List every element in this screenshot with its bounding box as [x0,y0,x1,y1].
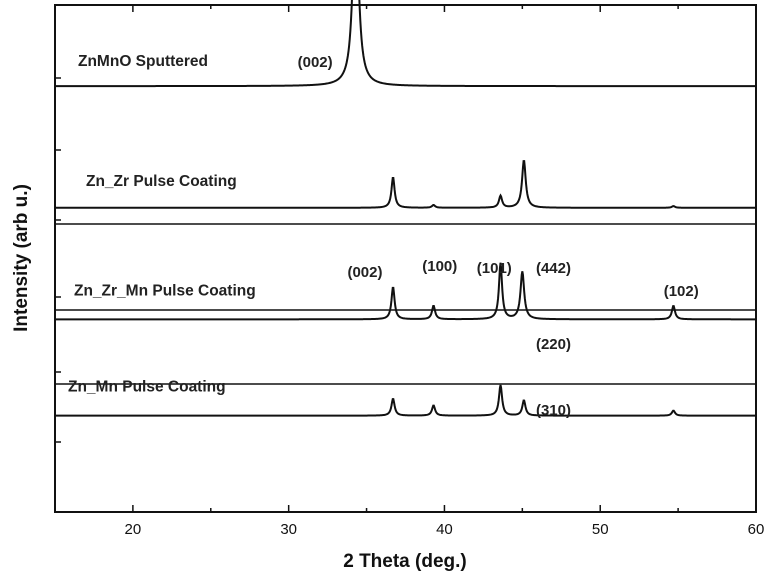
y-axis-title: Intensity (arb u.) [11,184,32,332]
peak-annotation: (002) [298,54,333,71]
peak-annotation: (442) [536,260,571,277]
series-label: Zn_Zr Pulse Coating [86,173,237,190]
x-tick-label: 50 [592,521,609,538]
series-label: Zn_Zr_Mn Pulse Coating [74,282,256,299]
x-tick-label: 20 [125,521,142,538]
peak-annotation: (002) [347,264,382,281]
x-tick-label: 40 [436,521,453,538]
series-labels: ZnMnO Sputtered Zn_Zr Pulse Coating Zn_Zr_… [68,53,256,396]
x-tick-label: 30 [280,521,297,538]
plot-frame [54,4,757,513]
series-separators [55,223,756,385]
series-label: Zn_Mn Pulse Coating [68,379,226,396]
series-line [55,262,756,321]
peak-annotation: (310) [536,402,571,419]
series-group [55,0,756,417]
peak-annotation: (220) [536,336,571,353]
peak-annotation: (102) [664,283,699,300]
peak-annotations: (002) (002) (100) (101) (442) (102) (220) (310) [298,54,699,419]
series-line [55,0,756,88]
x-tick-label: 60 [748,521,765,538]
axis-ticks [54,5,757,512]
series-line [55,160,756,209]
x-tick-labels: 20 30 40 50 60 [125,521,765,538]
x-axis-title: 2 Theta (deg.) [343,551,467,572]
peak-annotation: (101) [477,260,512,277]
peak-annotation: (100) [422,258,457,275]
series-label: ZnMnO Sputtered [78,53,208,70]
series-line [55,384,756,417]
